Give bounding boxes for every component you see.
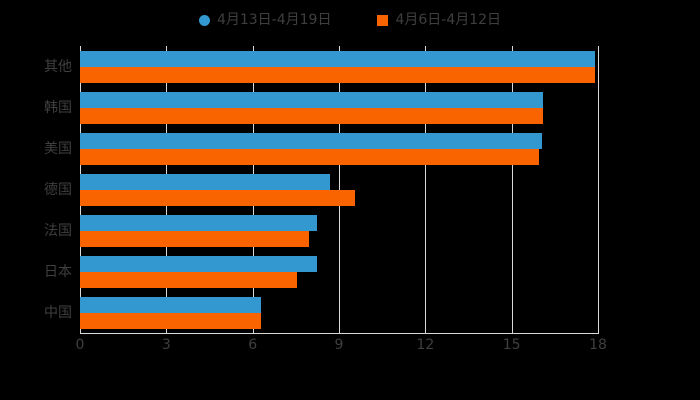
x-axis-tick-label: 12 xyxy=(416,337,435,353)
x-axis-tick-label: 6 xyxy=(248,337,258,353)
bar-series-2[interactable] xyxy=(80,66,596,83)
bar-series-2[interactable] xyxy=(80,189,355,206)
chart-legend: 4月13日-4月19日 4月6日-4月12日 xyxy=(0,8,700,32)
x-axis-line xyxy=(80,333,599,334)
circle-marker-icon xyxy=(198,14,210,26)
legend-label-series-1: 4月13日-4月19日 xyxy=(216,12,332,28)
y-axis-tick-label: 法国 xyxy=(44,222,72,239)
bar-series-1[interactable] xyxy=(80,173,331,190)
bar-series-1[interactable] xyxy=(80,214,318,231)
legend-item-series-1[interactable]: 4月13日-4月19日 xyxy=(198,12,332,28)
gridline xyxy=(511,46,513,333)
bar-series-1[interactable] xyxy=(80,132,542,149)
y-axis-tick-label: 中国 xyxy=(44,304,72,321)
y-axis-tick-label: 日本 xyxy=(44,263,72,280)
y-axis-tick-label: 美国 xyxy=(44,140,72,157)
x-axis-tick-label: 9 xyxy=(334,337,344,353)
bar-series-2[interactable] xyxy=(80,271,298,288)
x-axis-tick-label: 18 xyxy=(589,337,607,353)
bar-series-2[interactable] xyxy=(80,107,544,124)
bar-series-2[interactable] xyxy=(80,312,262,329)
square-marker-icon xyxy=(377,14,389,26)
legend-label-series-2: 4月6日-4月12日 xyxy=(395,12,502,28)
plot-area xyxy=(80,46,599,333)
y-axis-tick-label: 韩国 xyxy=(44,99,72,116)
bar-series-1[interactable] xyxy=(80,50,596,67)
bar-series-1[interactable] xyxy=(80,91,544,108)
y-axis-tick-label: 其他 xyxy=(44,58,72,75)
bar-series-1[interactable] xyxy=(80,296,262,313)
gridline xyxy=(598,46,599,333)
gridline xyxy=(425,46,427,333)
x-axis-tick-label: 15 xyxy=(502,337,521,353)
x-axis-tick-label: 0 xyxy=(75,337,85,353)
y-axis-tick-label: 德国 xyxy=(44,181,72,198)
x-axis-tick-label: 3 xyxy=(161,337,171,353)
bar-series-1[interactable] xyxy=(80,255,318,272)
bar-series-2[interactable] xyxy=(80,148,539,165)
legend-item-series-2[interactable]: 4月6日-4月12日 xyxy=(377,13,501,27)
bar-series-2[interactable] xyxy=(80,230,309,247)
